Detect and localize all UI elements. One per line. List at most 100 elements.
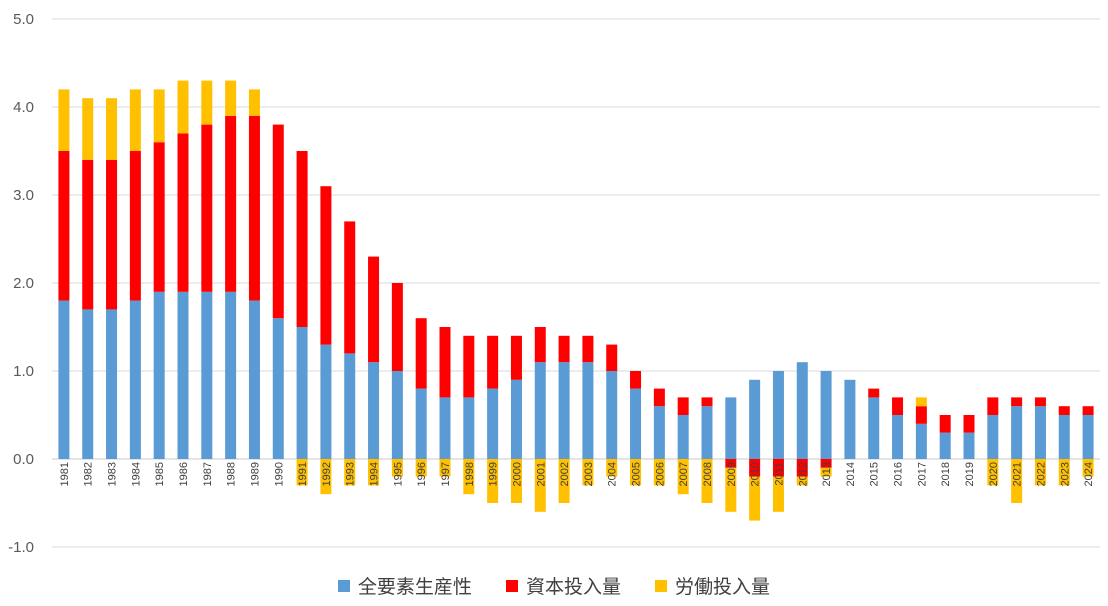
tfp-bar [106, 309, 118, 459]
capital-bar [82, 159, 94, 310]
tfp-bar [892, 415, 904, 459]
x-tick-label: 2020 [988, 462, 1000, 486]
labor-bar [510, 459, 522, 503]
x-tick-label: 2022 [1035, 462, 1047, 486]
capital-bar [510, 335, 522, 380]
capital-bar [963, 415, 975, 433]
tfp-bar [391, 371, 403, 459]
capital-bar [772, 459, 784, 477]
x-tick-label: 2024 [1083, 462, 1095, 486]
capital-bar [106, 159, 118, 310]
x-tick-label: 2021 [1012, 462, 1024, 486]
capital-bar [1011, 397, 1023, 407]
tfp-bar [749, 379, 761, 459]
labor-bar [58, 89, 70, 151]
x-tick-label: 2004 [607, 462, 619, 486]
y-tick-label: 4.0 [13, 99, 34, 116]
legend-swatch-tfp [337, 579, 350, 592]
labor-bar [129, 89, 141, 151]
tfp-bar [558, 362, 570, 459]
x-tick-label: 1989 [249, 462, 261, 486]
capital-bar [58, 151, 70, 301]
x-tick-label: 2018 [940, 462, 952, 486]
capital-bar [868, 388, 880, 398]
tfp-bar [725, 397, 737, 459]
capital-bar [415, 318, 427, 389]
labor-bar [320, 459, 332, 495]
labor-bar [82, 98, 94, 160]
x-tick-label: 2019 [964, 462, 976, 486]
x-tick-label: 1986 [178, 462, 190, 486]
x-tick-label: 1983 [107, 462, 119, 486]
capital-bar [391, 283, 403, 371]
labor-bar [725, 467, 737, 512]
tfp-bar [415, 388, 427, 459]
x-tick-label: 1981 [59, 462, 71, 486]
legend-item-labor: 労働投入量 [655, 572, 770, 599]
x-tick-label: 2006 [654, 462, 666, 486]
tfp-bar [963, 432, 975, 459]
legend: 全要素生産性 資本投入量 労働投入量 [0, 572, 1108, 599]
y-tick-label: 0.0 [13, 451, 34, 468]
labor-bar [248, 89, 260, 116]
tfp-bar [368, 362, 380, 459]
labor-bar [558, 459, 570, 503]
tfp-bar [844, 379, 856, 459]
tfp-bar [153, 291, 165, 459]
tfp-bar [1034, 406, 1046, 459]
tfp-bar [225, 291, 237, 459]
x-tick-label: 1985 [154, 462, 166, 486]
capital-bar [463, 335, 475, 398]
labor-bar [225, 80, 237, 116]
capital-bar [320, 186, 332, 345]
x-tick-label: 2007 [678, 462, 690, 486]
x-tick-label: 1999 [488, 462, 500, 486]
labor-bar [630, 459, 642, 486]
capital-bar [915, 406, 927, 424]
y-tick-label: 5.0 [13, 11, 34, 28]
labor-bar [439, 459, 451, 477]
labor-bar [177, 80, 189, 134]
tfp-bar [177, 291, 189, 459]
x-tick-label: 2017 [916, 462, 928, 486]
labor-bar [606, 459, 618, 477]
x-tick-label: 2015 [869, 462, 881, 486]
x-tick-label: 1990 [273, 462, 285, 486]
tfp-bar [630, 388, 642, 459]
x-tick-label: 2016 [893, 462, 905, 486]
capital-bar [987, 397, 999, 415]
tfp-bar [653, 406, 665, 459]
capital-bar [129, 151, 141, 301]
x-tick-label: 1984 [130, 462, 142, 486]
labor-bar [463, 459, 475, 495]
capital-bar [677, 397, 689, 415]
labor-bar [1034, 459, 1046, 486]
tfp-bar [487, 388, 499, 459]
y-tick-label: -1.0 [8, 539, 34, 556]
tfp-bar [534, 362, 546, 459]
tfp-bar [129, 300, 141, 459]
x-tick-label: 2014 [845, 462, 857, 486]
labor-bar [915, 397, 927, 407]
capital-bar [225, 115, 237, 292]
x-tick-label: 2012 [797, 462, 809, 486]
tfp-bar [820, 371, 832, 459]
x-tick-label: 2002 [559, 462, 571, 486]
tfp-bar [248, 300, 260, 459]
y-tick-label: 3.0 [13, 187, 34, 204]
tfp-bar [677, 415, 689, 459]
capital-bar [153, 142, 165, 292]
tfp-bar [796, 362, 808, 459]
labor-bar [1082, 459, 1094, 477]
legend-label-tfp: 全要素生産性 [357, 576, 472, 598]
tfp-bar [987, 415, 999, 459]
capital-bar [1034, 397, 1046, 407]
tfp-bar [915, 423, 927, 459]
tfp-bar [439, 397, 451, 459]
x-tick-label: 1988 [226, 462, 238, 486]
tfp-bar [1082, 415, 1094, 459]
labor-bar [772, 476, 784, 512]
x-tick-label: 1987 [202, 462, 214, 486]
tfp-bar [1058, 415, 1070, 459]
